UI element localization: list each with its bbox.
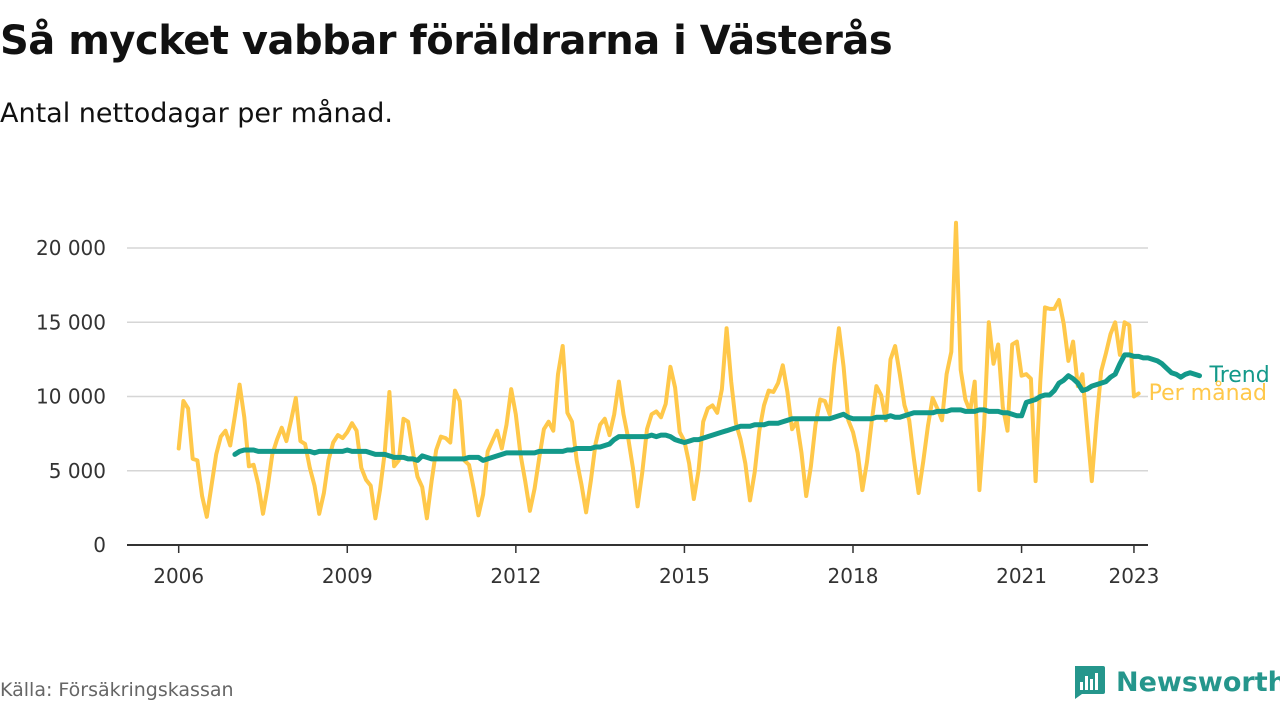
x-tick-label: 2006: [153, 564, 204, 588]
series-line-per-manad: [176, 220, 1141, 521]
brand-logo: Newsworthy: [1072, 664, 1280, 700]
grid-lines: 0 5 000 10 000 15 000 20 000: [36, 236, 1148, 557]
y-tick-label: 5 000: [49, 459, 106, 483]
series-line-trend: [232, 352, 1202, 463]
x-tick-label: 2012: [490, 564, 541, 588]
newsworthy-logo-icon: [1075, 666, 1105, 699]
source-note: Källa: Försäkringskassan: [0, 679, 234, 701]
series-label-trend: Trend: [1209, 363, 1270, 388]
y-tick-label: 15 000: [36, 310, 106, 334]
y-tick-label: 10 000: [36, 385, 106, 409]
brand-name: Newsworthy: [1116, 666, 1280, 698]
x-tick-label: 2018: [828, 564, 879, 588]
chart-title: Så mycket vabbar föräldrarna i Västerås: [0, 18, 893, 64]
x-tick-label: 2023: [1108, 564, 1159, 588]
x-tick-label: 2015: [659, 564, 710, 588]
y-tick-label: 0: [93, 533, 106, 557]
line-chart: 0 5 000 10 000 15 000 20 000 2006 2009 2012 201…: [36, 220, 1270, 588]
y-tick-label: 20 000: [36, 236, 106, 260]
chart-subtitle: Antal nettodagar per månad.: [0, 98, 393, 129]
x-tick-label: 2021: [996, 564, 1047, 588]
x-axis: 2006 2009 2012 2015 2018 2021 2023: [127, 544, 1159, 588]
series-label-per-manad: Per månad: [1149, 380, 1267, 406]
x-tick-label: 2009: [322, 564, 373, 588]
series-lines: [176, 220, 1202, 521]
